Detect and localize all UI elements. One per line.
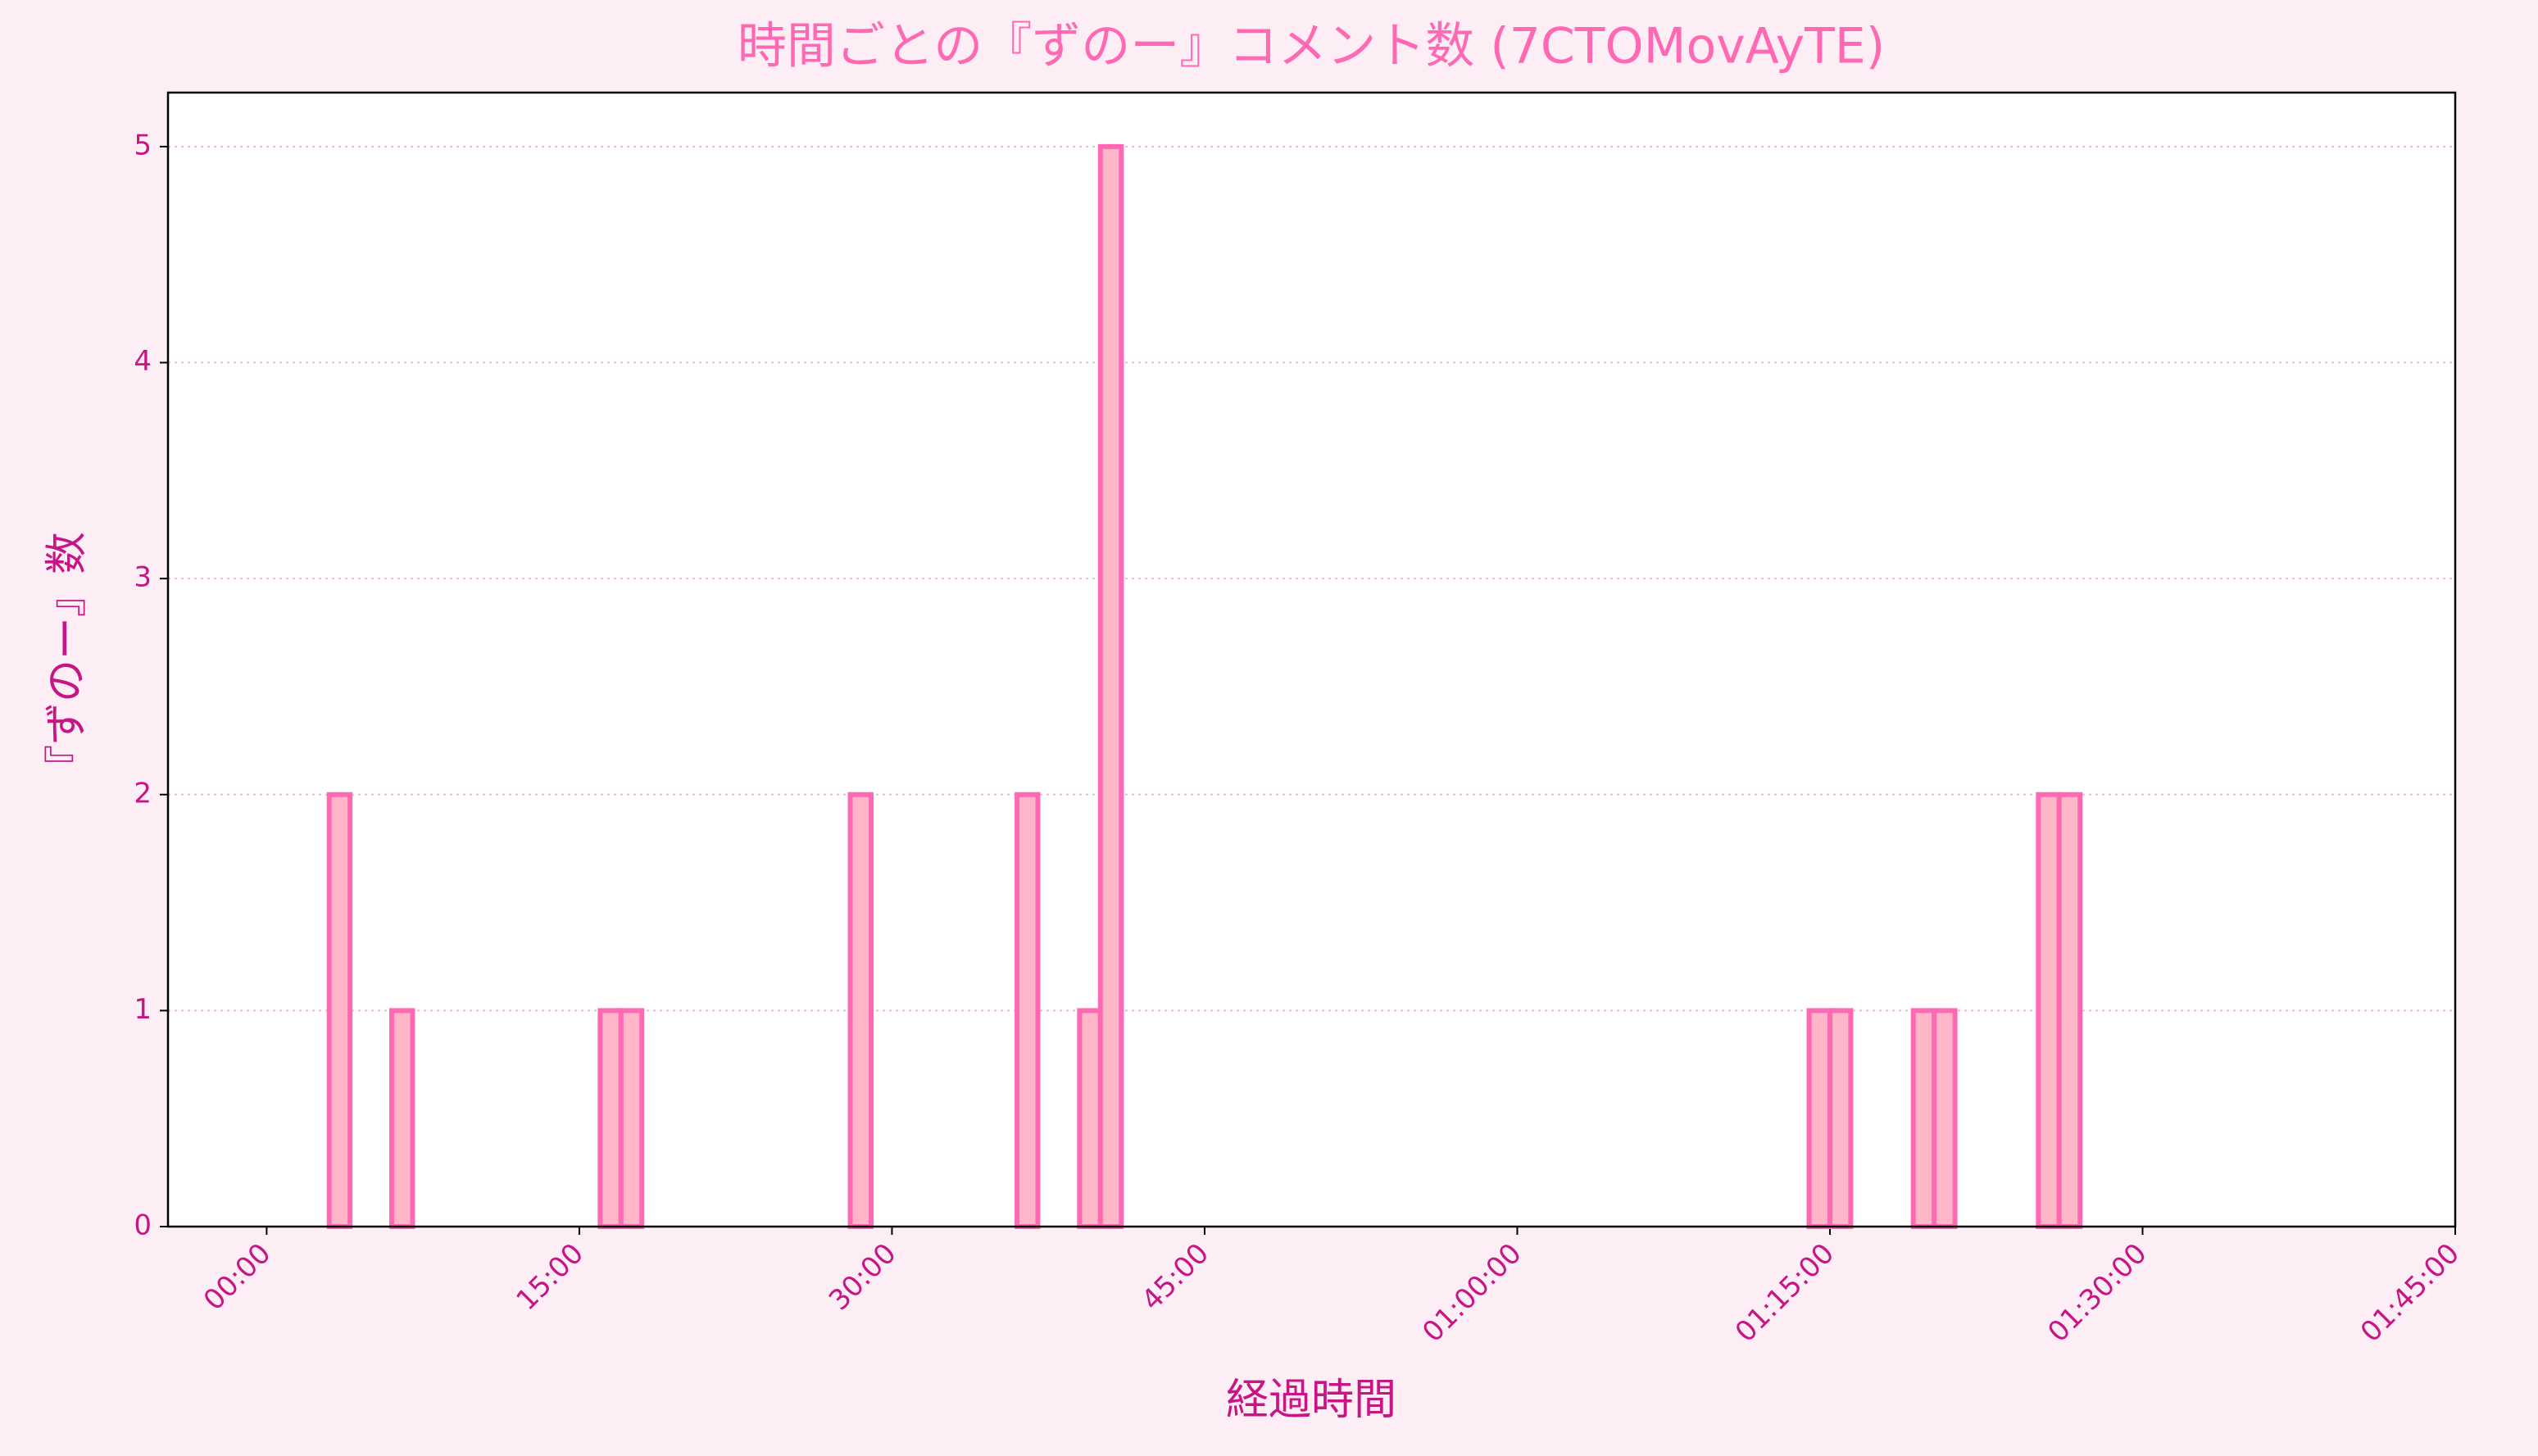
bar [1097,143,1124,1229]
bar [847,792,874,1229]
chart-title: 時間ごとの『ずのー』コメント数 (7CTOMovAyTE) [738,18,1885,75]
y-tick-label: 1 [134,993,152,1026]
x-axis-label: 経過時間 [1226,1376,1396,1425]
y-tick-label: 2 [134,777,152,810]
bar [2056,792,2083,1229]
bar [1806,1008,1832,1230]
bar [388,1008,415,1230]
y-tick-label: 3 [134,561,152,594]
bar [597,1008,624,1230]
bar [1932,1008,1958,1230]
bar [1910,1008,1937,1230]
plot-frame [166,91,2457,1228]
y-axis-label: 『ずのー』数 [43,532,92,787]
bar [618,1008,645,1230]
plot-area [168,93,2455,1227]
y-tick-label: 5 [134,129,152,161]
bar [1015,792,1041,1229]
y-tick-label: 4 [134,345,152,378]
bar [1827,1008,1854,1230]
y-tick-label: 0 [134,1209,152,1242]
bar [2036,792,2062,1229]
bar [1077,1008,1103,1230]
bar [326,792,353,1229]
